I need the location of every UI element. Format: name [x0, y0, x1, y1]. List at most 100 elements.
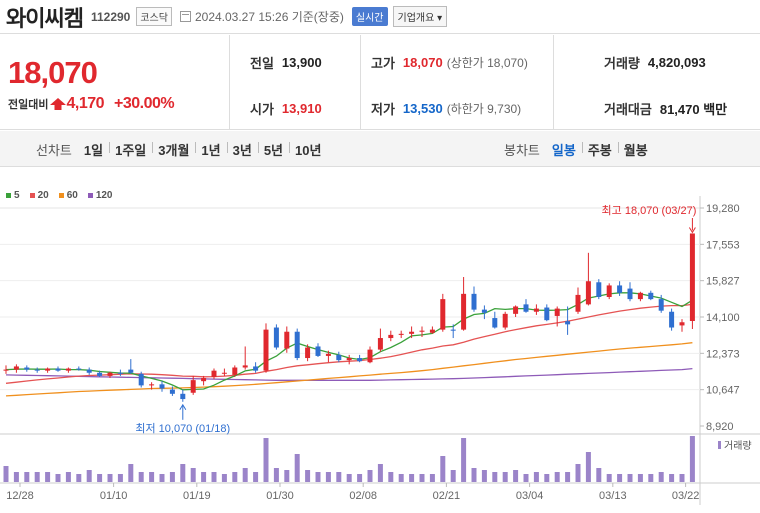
- candle-body: [138, 373, 144, 386]
- change-value: 4,170: [66, 95, 105, 112]
- volume-bar: [3, 466, 9, 482]
- period-monthly[interactable]: 월봉: [617, 140, 654, 159]
- x-tick-label: 02/21: [433, 490, 461, 502]
- legend-swatch: [6, 193, 11, 198]
- candle-body: [554, 308, 560, 316]
- x-tick-label: 12/28: [6, 490, 34, 502]
- period-5y[interactable]: 5년: [257, 140, 289, 159]
- period-3y[interactable]: 3년: [226, 140, 258, 159]
- volume-bar: [637, 474, 643, 482]
- x-tick-label: 03/04: [516, 490, 544, 502]
- candle-body: [596, 282, 602, 298]
- volume-bar: [648, 474, 654, 482]
- candle-body: [617, 285, 623, 293]
- candle-body: [492, 318, 498, 328]
- candle-body: [34, 369, 40, 371]
- legend-ma120[interactable]: 120: [87, 190, 113, 201]
- ma60-line: [5, 342, 693, 397]
- candle-body: [471, 293, 477, 310]
- current-price: 18,070: [8, 55, 98, 90]
- y-tick-label: 14,100: [706, 312, 740, 324]
- timestamp: 2024.03.27 15:26 기준(장중): [194, 10, 344, 24]
- change-percent: +30.00%: [114, 95, 175, 112]
- volume-bar: [13, 472, 19, 482]
- low-price: 저가 13,530 (하한가 9,730): [371, 101, 522, 117]
- volume-bar: [481, 470, 487, 482]
- candle-body: [273, 327, 279, 348]
- legend-ma5[interactable]: 5: [6, 190, 20, 201]
- candle-body: [65, 368, 71, 371]
- candle-chart-periods: 봉차트 일봉 주봉 월봉: [504, 131, 654, 167]
- candle-chart-label: 봉차트: [504, 142, 540, 158]
- change-row: 전일대비 4,170 +30.00%: [8, 95, 175, 113]
- volume-bar: [357, 474, 363, 482]
- company-overview-dropdown[interactable]: 기업개요 ▾: [392, 6, 448, 27]
- volume-bar: [585, 452, 591, 482]
- candle-body: [190, 380, 196, 393]
- candle-body: [346, 358, 352, 361]
- candle-body: [284, 331, 290, 349]
- volume-bar: [97, 474, 103, 482]
- volume-bar: [461, 438, 467, 482]
- volume-bar: [305, 470, 311, 482]
- candle-body: [627, 288, 633, 300]
- calendar-icon: [179, 11, 191, 22]
- volume-bar: [388, 472, 394, 482]
- line-chart-periods: 선차트 1일 1주일 3개월 1년 3년 5년 10년: [36, 131, 327, 167]
- x-tick-label: 01/10: [100, 490, 128, 502]
- period-daily[interactable]: 일봉: [551, 142, 576, 158]
- volume-bar: [565, 472, 571, 482]
- volume-bar: [689, 436, 695, 482]
- realtime-button[interactable]: 실시간: [351, 7, 388, 26]
- candle-body: [97, 372, 103, 376]
- legend-ma20[interactable]: 20: [29, 190, 49, 201]
- candle-body: [107, 372, 113, 376]
- candle-body: [637, 292, 643, 300]
- volume-bar: [596, 468, 602, 482]
- candle-body: [679, 322, 685, 326]
- current-price-box: 18,070 전일대비 4,170 +30.00%: [0, 35, 230, 130]
- divider: [553, 35, 554, 130]
- volume-bar: [544, 474, 550, 482]
- candle-body: [689, 233, 695, 321]
- period-1y[interactable]: 1년: [195, 140, 226, 159]
- candle-body: [606, 285, 612, 298]
- ma-legend: 5 20 60 120: [6, 190, 113, 201]
- volume-bar: [284, 470, 290, 482]
- ma120-line: [5, 367, 693, 381]
- volume-bar: [24, 472, 30, 482]
- volume-bar: [55, 474, 61, 482]
- open-price: 시가 13,910: [250, 101, 322, 117]
- period-10y[interactable]: 10년: [289, 140, 327, 159]
- period-1d[interactable]: 1일: [83, 142, 104, 158]
- volume-bar: [221, 474, 227, 482]
- volume-bar: [513, 470, 519, 482]
- volume-bar: [232, 472, 238, 482]
- candle-body: [575, 294, 581, 312]
- max-arrow-head: [688, 227, 696, 234]
- volume-bar: [429, 474, 435, 482]
- period-3m[interactable]: 3개월: [152, 140, 195, 159]
- quote-panel: 18,070 전일대비 4,170 +30.00% 전일 13,900 시가 1…: [0, 35, 760, 130]
- volume-bar: [76, 474, 82, 482]
- candle-body: [221, 372, 227, 374]
- period-1w[interactable]: 1주일: [109, 140, 152, 159]
- volume-bar: [65, 472, 71, 482]
- period-selector: 선차트 1일 1주일 3개월 1년 3년 5년 10년 봉차트 일봉 주봉 월봉: [0, 131, 760, 167]
- candle-body: [419, 330, 425, 332]
- candle-body: [24, 367, 30, 370]
- volume-bar: [658, 472, 664, 482]
- candlestick-chart[interactable]: 19,280 17,553 15,827 14,100 12,373 10,647 8,92…: [0, 196, 760, 513]
- volume-bar: [149, 472, 155, 482]
- volume-bar: [554, 472, 560, 482]
- period-weekly[interactable]: 주봉: [581, 140, 618, 159]
- y-tick-label: 10,647: [706, 385, 740, 397]
- candle-body: [648, 292, 654, 300]
- change-label: 전일대비: [8, 99, 49, 111]
- candle-body: [294, 331, 300, 359]
- market-badge: 코스닥: [136, 7, 172, 26]
- legend-ma60[interactable]: 60: [58, 190, 78, 201]
- candle-body: [429, 329, 435, 333]
- volume-bar: [617, 474, 623, 482]
- volume-bar: [34, 472, 40, 482]
